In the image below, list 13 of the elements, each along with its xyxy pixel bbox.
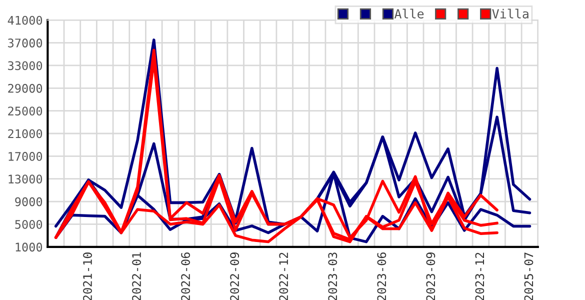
y-tick-label: 37000 (8, 38, 42, 48)
y-tick-label: 41000 (8, 16, 42, 25)
y-tick-label: 5000 (15, 220, 42, 229)
y-tick-label: 33000 (8, 61, 42, 70)
y-tick-label: 9000 (15, 197, 42, 206)
legend-label: Villa (492, 8, 528, 18)
y-tick-label: 1000 (16, 242, 42, 252)
y-tick-label: 29000 (8, 84, 42, 93)
y-tick-label: 17000 (8, 152, 42, 161)
y-tick-label: 21000 (8, 129, 42, 138)
y-tick-label: 25000 (8, 106, 42, 116)
legend-label: Alle (394, 8, 424, 18)
y-tick-label: 13000 (8, 174, 42, 184)
